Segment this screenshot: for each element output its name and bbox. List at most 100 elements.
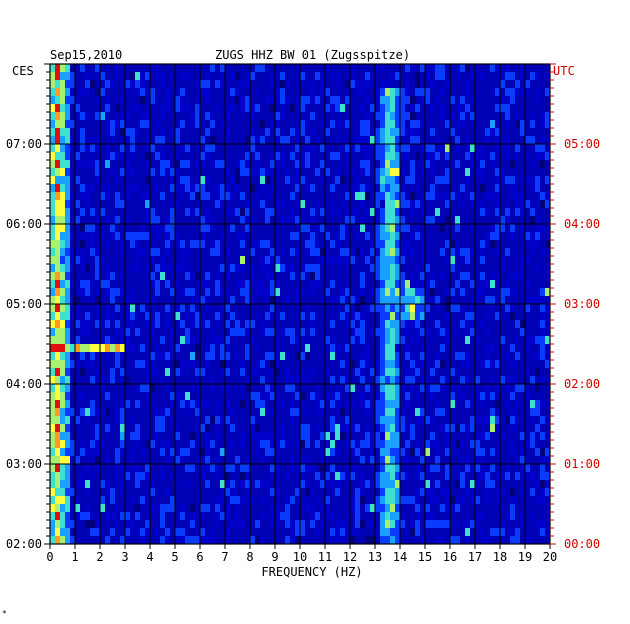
spectrogram-cell xyxy=(420,472,425,480)
spectrogram-cell xyxy=(205,320,210,328)
spectrogram-cell xyxy=(165,384,170,392)
spectrogram-cell xyxy=(140,536,145,544)
spectrogram-cell xyxy=(295,128,300,136)
spectrogram-cell xyxy=(60,288,65,296)
spectrogram-cell xyxy=(280,104,285,112)
spectrogram-cell xyxy=(55,264,60,272)
spectrogram-cell xyxy=(120,128,125,136)
spectrogram-cell xyxy=(475,464,480,472)
spectrogram-cell xyxy=(65,488,70,496)
spectrogram-cell xyxy=(355,296,360,304)
spectrogram-cell xyxy=(515,352,520,360)
spectrogram-cell xyxy=(375,504,380,512)
spectrogram-cell xyxy=(470,224,475,232)
spectrogram-cell xyxy=(50,288,55,296)
spectrogram-cell xyxy=(400,296,405,304)
spectrogram-cell xyxy=(380,512,385,520)
spectrogram-cell xyxy=(100,504,105,512)
spectrogram-cell xyxy=(80,248,85,256)
spectrogram-cell xyxy=(300,200,305,208)
spectrogram-cell xyxy=(390,184,395,192)
spectrogram-cell xyxy=(335,424,340,432)
spectrogram-cell xyxy=(425,160,430,168)
spectrogram-cell xyxy=(460,472,465,480)
spectrogram-cell xyxy=(170,392,175,400)
spectrogram-cell xyxy=(150,216,155,224)
spectrogram-cell xyxy=(510,408,515,416)
spectrogram-cell xyxy=(220,72,225,80)
spectrogram-cell xyxy=(85,288,90,296)
spectrogram-cell xyxy=(460,112,465,120)
spectrogram-cell xyxy=(300,120,305,128)
spectrogram-cell xyxy=(140,344,145,352)
spectrogram-cell xyxy=(425,152,430,160)
spectrogram-cell xyxy=(400,184,405,192)
spectrogram-cell xyxy=(135,432,140,440)
spectrogram-cell xyxy=(350,504,355,512)
spectrogram-cell xyxy=(210,328,215,336)
spectrogram-cell xyxy=(380,144,385,152)
spectrogram-cell xyxy=(530,184,535,192)
spectrogram-cell xyxy=(465,536,470,544)
spectrogram-cell xyxy=(195,208,200,216)
spectrogram-cell xyxy=(385,200,390,208)
spectrogram-cell xyxy=(425,464,430,472)
spectrogram-cell xyxy=(230,424,235,432)
spectrogram-cell xyxy=(350,296,355,304)
spectrogram-cell xyxy=(460,64,465,72)
spectrogram-cell xyxy=(370,480,375,488)
spectrogram-cell xyxy=(345,312,350,320)
spectrogram-cell xyxy=(300,464,305,472)
x-tick-label: 11 xyxy=(318,550,332,564)
spectrogram-cell xyxy=(405,152,410,160)
spectrogram-cell xyxy=(170,328,175,336)
spectrogram-cell xyxy=(75,304,80,312)
spectrogram-cell xyxy=(85,280,90,288)
spectrogram-cell xyxy=(335,432,340,440)
spectrogram-cell xyxy=(165,440,170,448)
spectrogram-cell xyxy=(60,496,65,504)
spectrogram-cell xyxy=(65,480,70,488)
spectrogram-cell xyxy=(430,184,435,192)
spectrogram-cell xyxy=(265,96,270,104)
spectrogram-cell xyxy=(230,296,235,304)
spectrogram-cell xyxy=(310,392,315,400)
spectrogram-cell xyxy=(65,328,70,336)
spectrogram-cell xyxy=(60,344,65,352)
spectrogram-cell xyxy=(440,144,445,152)
spectrogram-cell xyxy=(315,512,320,520)
spectrogram-cell xyxy=(185,160,190,168)
spectrogram-cell xyxy=(380,232,385,240)
spectrogram-cell xyxy=(205,352,210,360)
spectrogram-cell xyxy=(245,320,250,328)
spectrogram-cell xyxy=(405,376,410,384)
spectrogram-cell xyxy=(440,176,445,184)
spectrogram-cell xyxy=(295,488,300,496)
spectrogram-cell xyxy=(335,136,340,144)
spectrogram-cell xyxy=(400,168,405,176)
spectrogram-cell xyxy=(295,464,300,472)
spectrogram-cell xyxy=(95,440,100,448)
spectrogram-cell xyxy=(315,200,320,208)
spectrogram-cell xyxy=(235,320,240,328)
spectrogram-cell xyxy=(530,416,535,424)
spectrogram-cell xyxy=(440,248,445,256)
spectrogram-cell xyxy=(365,112,370,120)
spectrogram-cell xyxy=(300,224,305,232)
spectrogram-cell xyxy=(65,448,70,456)
spectrogram-cell xyxy=(85,464,90,472)
spectrogram-cell xyxy=(265,440,270,448)
spectrogram-cell xyxy=(70,536,75,544)
spectrogram-cell xyxy=(425,440,430,448)
spectrogram-cell xyxy=(490,416,495,424)
spectrogram-cell xyxy=(210,120,215,128)
station-title: ZUGS HHZ BW 01 (Zugsspitze) xyxy=(215,48,410,62)
spectrogram-cell xyxy=(130,144,135,152)
spectrogram-cell xyxy=(90,344,95,352)
spectrogram-cell xyxy=(290,176,295,184)
spectrogram-cell xyxy=(305,304,310,312)
spectrogram-cell xyxy=(270,384,275,392)
spectrogram-cell xyxy=(250,216,255,224)
spectrogram-cell xyxy=(470,296,475,304)
spectrogram-cell xyxy=(100,208,105,216)
